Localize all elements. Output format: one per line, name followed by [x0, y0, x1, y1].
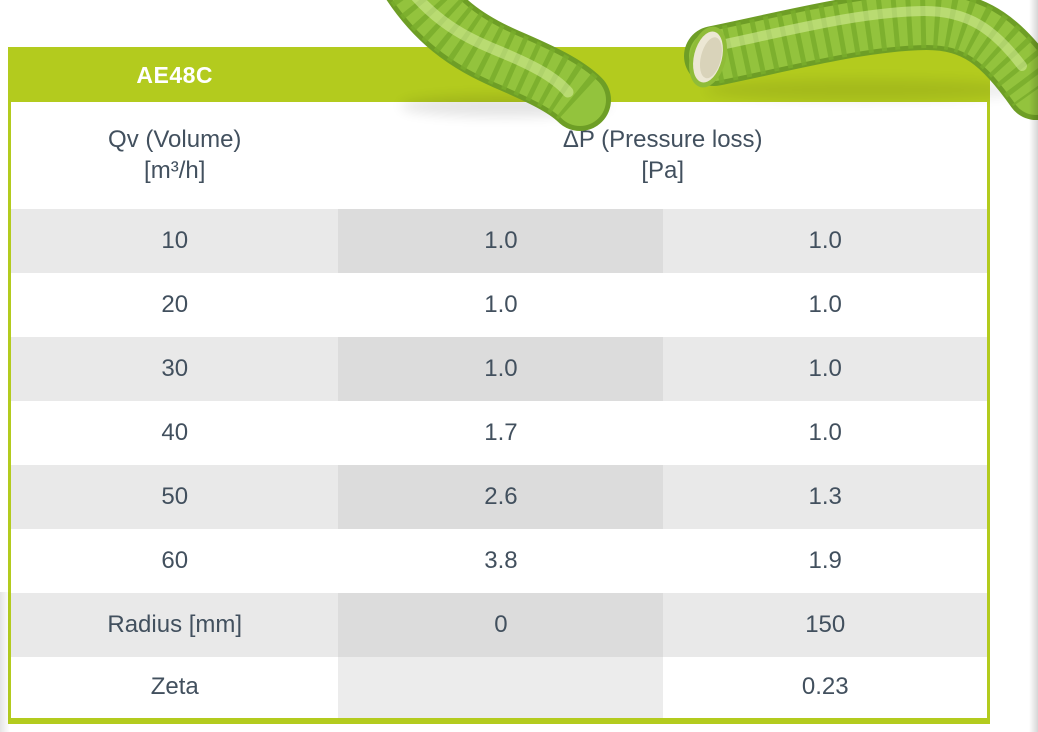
- row-label-cell: 50: [9, 464, 339, 529]
- dp-col2-cell: 1.0: [663, 400, 989, 465]
- row-label-cell: 10: [9, 208, 339, 273]
- radius-col1-cell: 0: [338, 592, 664, 657]
- dp-col1-cell: 3.8: [338, 528, 664, 593]
- zeta-col2-cell: 0.23: [663, 656, 989, 721]
- dp-col1-cell: 1.0: [338, 272, 664, 337]
- dp-col1-cell: 2.6: [338, 464, 664, 529]
- dp-col1-cell: 1.7: [338, 400, 664, 465]
- row-label-cell: 40: [9, 400, 339, 465]
- row-label-cell: 30: [9, 336, 339, 401]
- table-row: 50 2.6 1.3: [9, 464, 989, 529]
- table-title-row: AE48C: [9, 48, 989, 102]
- col-header-volume: Qv (Volume) [m³/h]: [9, 101, 339, 209]
- pressure-header-unit: [Pa]: [641, 157, 685, 184]
- table-row-zeta: Zeta 0.23: [9, 656, 989, 721]
- row-label-cell: 60: [9, 528, 339, 593]
- radius-col2-cell: 150: [663, 592, 989, 657]
- dp-col2-cell: 1.9: [663, 528, 989, 593]
- dp-col1-cell: 1.0: [338, 208, 664, 273]
- row-label-cell: Zeta: [9, 656, 339, 721]
- dp-col2-cell: 1.3: [663, 464, 989, 529]
- page-edge-shadow-right: [1029, 0, 1038, 732]
- dp-col1-cell: 1.0: [338, 336, 664, 401]
- col-header-pressure-loss: ΔP (Pressure loss) [Pa]: [338, 101, 989, 209]
- pressure-loss-table: AE48C Qv (Volume) [m³/h] ΔP (Pressure lo…: [8, 47, 990, 724]
- title-spacer: [338, 48, 989, 102]
- table-row: 30 1.0 1.0: [9, 336, 989, 401]
- row-label-cell: Radius [mm]: [9, 592, 339, 657]
- dp-col2-cell: 1.0: [663, 336, 989, 401]
- table-row: 40 1.7 1.0: [9, 400, 989, 465]
- volume-header-unit: [m³/h]: [144, 157, 206, 184]
- row-label-cell: 20: [9, 272, 339, 337]
- dp-col2-cell: 1.0: [663, 208, 989, 273]
- zeta-col1-cell: [338, 656, 664, 721]
- table-row: 10 1.0 1.0: [9, 208, 989, 273]
- table-row-radius: Radius [mm] 0 150: [9, 592, 989, 657]
- product-model-label: AE48C: [9, 48, 339, 102]
- volume-header-title: Qv (Volume): [108, 126, 242, 153]
- page-edge-shadow-left: [0, 592, 10, 732]
- dp-col2-cell: 1.0: [663, 272, 989, 337]
- table-row: 60 3.8 1.9: [9, 528, 989, 593]
- column-header-row: Qv (Volume) [m³/h] ΔP (Pressure loss) [P…: [9, 101, 989, 209]
- table-row: 20 1.0 1.0: [9, 272, 989, 337]
- pressure-header-title: ΔP (Pressure loss): [562, 126, 763, 153]
